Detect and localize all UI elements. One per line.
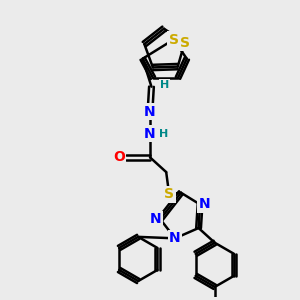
Text: S: S — [180, 36, 190, 50]
Text: N: N — [199, 197, 210, 212]
Text: N: N — [144, 127, 156, 141]
Text: O: O — [113, 150, 125, 164]
Text: S: S — [164, 187, 174, 201]
Text: N: N — [150, 212, 162, 226]
Text: N: N — [169, 231, 181, 245]
Text: H: H — [160, 80, 169, 90]
Text: S: S — [169, 33, 178, 46]
Text: N: N — [144, 105, 156, 119]
Text: H: H — [159, 129, 168, 139]
